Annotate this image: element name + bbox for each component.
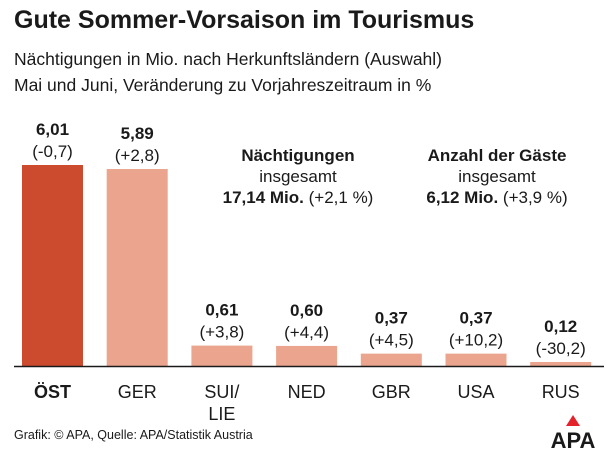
category-tick-label: NED bbox=[288, 382, 326, 402]
category-tick-label: LIE bbox=[208, 404, 235, 424]
total-guests-sub: insgesamt bbox=[458, 167, 536, 186]
category-tick-label: GBR bbox=[372, 382, 411, 402]
total-guests-value: 6,12 Mio. bbox=[426, 188, 499, 207]
total-guests-box: Anzahl der Gäste insgesamt 6,12 Mio. (+3… bbox=[397, 145, 597, 208]
apa-logo-text: APA bbox=[551, 428, 596, 450]
chart-subtitle-2: Mai und Juni, Veränderung zu Vorjahresze… bbox=[14, 75, 432, 95]
category-tick-label: USA bbox=[457, 382, 494, 402]
bar bbox=[530, 361, 592, 366]
source-note: Grafik: © APA, Quelle: APA/Statistik Aus… bbox=[14, 428, 253, 442]
total-guests-change: (+3,9 %) bbox=[502, 188, 568, 207]
total-nights-value: 17,14 Mio. bbox=[222, 188, 304, 207]
bar bbox=[360, 353, 422, 366]
total-nights-line: 17,14 Mio. (+2,1 %) bbox=[198, 187, 398, 208]
total-nights-box: Nächtigungen insgesamt 17,14 Mio. (+2,1 … bbox=[198, 145, 398, 208]
apa-logo-roof-icon bbox=[566, 415, 580, 426]
chart-title: Gute Sommer-Vorsaison im Tourismus bbox=[14, 6, 475, 34]
apa-logo: APA bbox=[551, 415, 596, 450]
category-tick-label: GER bbox=[118, 382, 157, 402]
bar bbox=[276, 345, 338, 366]
bar-change-label: (+4,5) bbox=[369, 331, 414, 350]
bar-change-label: (+3,8) bbox=[199, 323, 244, 342]
total-nights-change: (+2,1 %) bbox=[308, 188, 374, 207]
bar-value-label: 5,89 bbox=[121, 124, 154, 143]
total-nights-heading: Nächtigungen bbox=[241, 146, 355, 165]
bar-change-label: (-0,7) bbox=[32, 142, 73, 161]
bar bbox=[22, 165, 83, 366]
total-nights-sub: insgesamt bbox=[259, 167, 337, 186]
bar-value-label: 0,12 bbox=[544, 317, 577, 336]
bar-value-label: 0,60 bbox=[290, 301, 323, 320]
bar-change-label: (+10,2) bbox=[449, 331, 503, 350]
bar bbox=[191, 345, 253, 366]
category-tick-label: SUI/ bbox=[204, 382, 239, 402]
bar bbox=[106, 169, 168, 366]
total-guests-line: 6,12 Mio. (+3,9 %) bbox=[397, 187, 597, 208]
bar-change-label: (+4,4) bbox=[284, 323, 329, 342]
bar-value-label: 6,01 bbox=[36, 120, 69, 139]
bar-value-label: 0,37 bbox=[459, 309, 492, 328]
chart-subtitle-1: Nächtigungen in Mio. nach Herkunftslände… bbox=[14, 49, 443, 69]
bar-change-label: (-30,2) bbox=[536, 339, 586, 358]
bar-value-label: 0,61 bbox=[205, 301, 238, 320]
category-tick-label: ÖST bbox=[34, 382, 71, 402]
category-tick-label: RUS bbox=[542, 382, 580, 402]
bar-change-label: (+2,8) bbox=[115, 146, 160, 165]
total-guests-heading: Anzahl der Gäste bbox=[427, 146, 567, 165]
bar-value-label: 0,37 bbox=[375, 309, 408, 328]
bar bbox=[445, 353, 507, 366]
